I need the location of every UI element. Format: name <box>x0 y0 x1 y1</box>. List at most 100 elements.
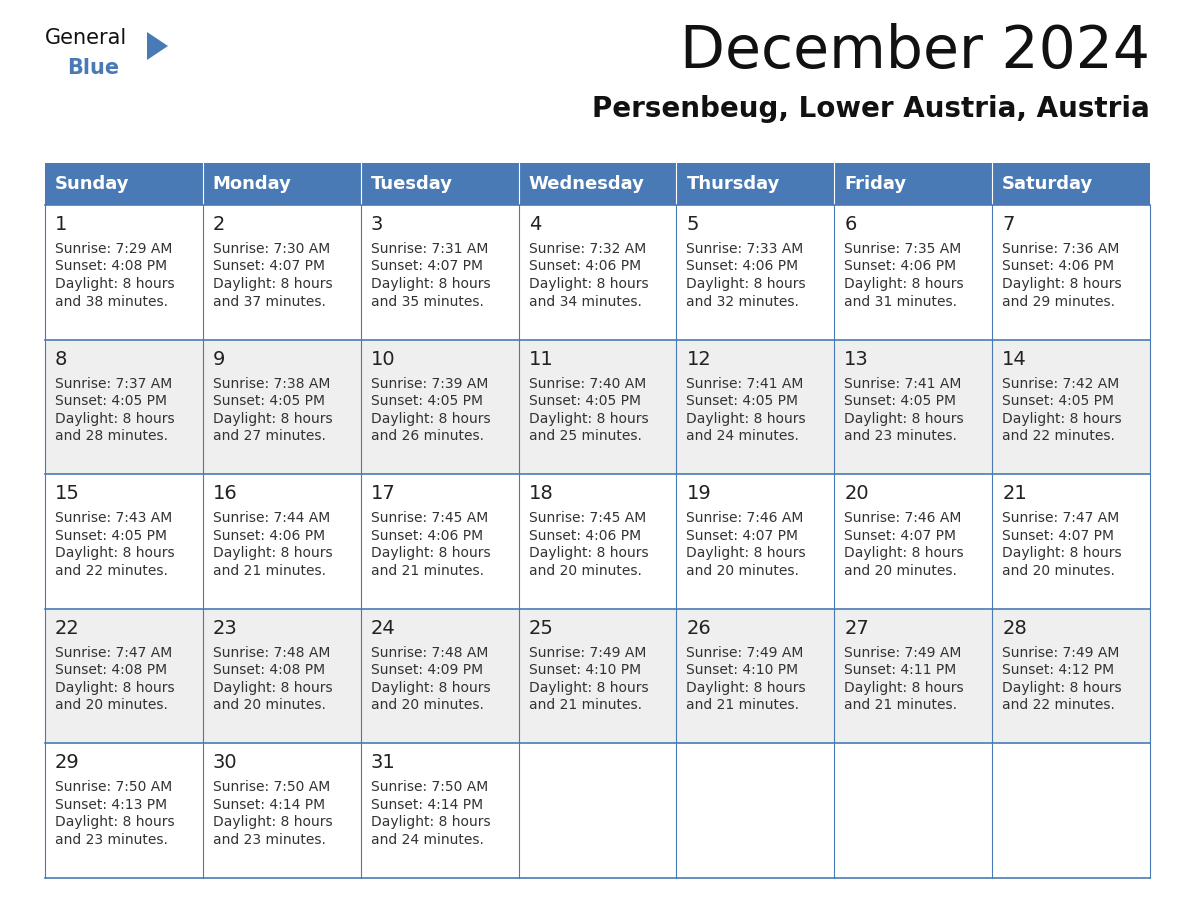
Text: and 24 minutes.: and 24 minutes. <box>687 429 800 443</box>
Text: 7: 7 <box>1003 215 1015 234</box>
Text: Daylight: 8 hours: Daylight: 8 hours <box>845 411 963 426</box>
Text: Sunset: 4:06 PM: Sunset: 4:06 PM <box>529 529 640 543</box>
Text: Sunrise: 7:47 AM: Sunrise: 7:47 AM <box>1003 511 1119 525</box>
Text: Sunset: 4:07 PM: Sunset: 4:07 PM <box>687 529 798 543</box>
Text: Sunset: 4:14 PM: Sunset: 4:14 PM <box>213 798 326 812</box>
Text: 21: 21 <box>1003 484 1026 503</box>
Text: and 21 minutes.: and 21 minutes. <box>687 699 800 712</box>
Text: 29: 29 <box>55 754 80 772</box>
Text: Sunset: 4:06 PM: Sunset: 4:06 PM <box>371 529 482 543</box>
Text: 6: 6 <box>845 215 857 234</box>
Text: and 23 minutes.: and 23 minutes. <box>213 833 326 847</box>
Text: 24: 24 <box>371 619 396 638</box>
Text: and 32 minutes.: and 32 minutes. <box>687 295 800 308</box>
Text: Sunset: 4:07 PM: Sunset: 4:07 PM <box>845 529 956 543</box>
Text: and 21 minutes.: and 21 minutes. <box>845 699 958 712</box>
Text: Wednesday: Wednesday <box>529 175 644 193</box>
Text: Sunrise: 7:49 AM: Sunrise: 7:49 AM <box>845 645 961 660</box>
Text: 30: 30 <box>213 754 238 772</box>
Text: Daylight: 8 hours: Daylight: 8 hours <box>213 546 333 560</box>
Text: Daylight: 8 hours: Daylight: 8 hours <box>845 546 963 560</box>
Text: Daylight: 8 hours: Daylight: 8 hours <box>55 411 175 426</box>
Text: 8: 8 <box>55 350 68 369</box>
Text: Sunset: 4:08 PM: Sunset: 4:08 PM <box>55 664 168 677</box>
Text: Daylight: 8 hours: Daylight: 8 hours <box>687 277 805 291</box>
Text: 3: 3 <box>371 215 383 234</box>
Text: 22: 22 <box>55 619 80 638</box>
Text: and 23 minutes.: and 23 minutes. <box>55 833 168 847</box>
Text: Daylight: 8 hours: Daylight: 8 hours <box>213 681 333 695</box>
Text: General: General <box>45 28 127 48</box>
Text: and 23 minutes.: and 23 minutes. <box>845 429 958 443</box>
Text: and 37 minutes.: and 37 minutes. <box>213 295 326 308</box>
Text: Sunset: 4:05 PM: Sunset: 4:05 PM <box>845 394 956 409</box>
Text: Daylight: 8 hours: Daylight: 8 hours <box>213 411 333 426</box>
Text: Sunrise: 7:50 AM: Sunrise: 7:50 AM <box>55 780 172 794</box>
Text: 17: 17 <box>371 484 396 503</box>
Bar <box>519 163 676 205</box>
Text: and 28 minutes.: and 28 minutes. <box>55 429 168 443</box>
Text: Daylight: 8 hours: Daylight: 8 hours <box>55 546 175 560</box>
Text: and 31 minutes.: and 31 minutes. <box>845 295 958 308</box>
Text: 19: 19 <box>687 484 712 503</box>
Text: Daylight: 8 hours: Daylight: 8 hours <box>55 277 175 291</box>
Text: Daylight: 8 hours: Daylight: 8 hours <box>1003 681 1121 695</box>
Text: Sunrise: 7:30 AM: Sunrise: 7:30 AM <box>213 242 330 256</box>
Text: 11: 11 <box>529 350 554 369</box>
Text: Daylight: 8 hours: Daylight: 8 hours <box>529 681 649 695</box>
Text: and 20 minutes.: and 20 minutes. <box>529 564 642 577</box>
Text: Daylight: 8 hours: Daylight: 8 hours <box>1003 546 1121 560</box>
Text: 9: 9 <box>213 350 226 369</box>
Text: 12: 12 <box>687 350 712 369</box>
Text: Saturday: Saturday <box>1003 175 1093 193</box>
Text: and 24 minutes.: and 24 minutes. <box>371 833 484 847</box>
Text: Sunrise: 7:41 AM: Sunrise: 7:41 AM <box>687 376 804 390</box>
Text: December 2024: December 2024 <box>680 23 1150 80</box>
Text: Daylight: 8 hours: Daylight: 8 hours <box>371 277 491 291</box>
Text: Daylight: 8 hours: Daylight: 8 hours <box>687 681 805 695</box>
Text: 10: 10 <box>371 350 396 369</box>
Bar <box>45 475 1150 609</box>
Text: Sunrise: 7:29 AM: Sunrise: 7:29 AM <box>55 242 172 256</box>
Text: Sunrise: 7:50 AM: Sunrise: 7:50 AM <box>371 780 488 794</box>
Text: Sunrise: 7:36 AM: Sunrise: 7:36 AM <box>1003 242 1119 256</box>
Text: 13: 13 <box>845 350 870 369</box>
Text: Sunrise: 7:47 AM: Sunrise: 7:47 AM <box>55 645 172 660</box>
Text: Sunset: 4:12 PM: Sunset: 4:12 PM <box>1003 664 1114 677</box>
Text: Monday: Monday <box>213 175 292 193</box>
Text: Sunset: 4:06 PM: Sunset: 4:06 PM <box>687 260 798 274</box>
Text: and 20 minutes.: and 20 minutes. <box>687 564 800 577</box>
Text: Sunset: 4:05 PM: Sunset: 4:05 PM <box>529 394 640 409</box>
Text: 4: 4 <box>529 215 541 234</box>
Text: Daylight: 8 hours: Daylight: 8 hours <box>845 277 963 291</box>
Text: Daylight: 8 hours: Daylight: 8 hours <box>213 277 333 291</box>
Text: Sunset: 4:08 PM: Sunset: 4:08 PM <box>213 664 326 677</box>
Text: Sunrise: 7:49 AM: Sunrise: 7:49 AM <box>529 645 646 660</box>
Text: Sunset: 4:05 PM: Sunset: 4:05 PM <box>1003 394 1114 409</box>
Text: 28: 28 <box>1003 619 1026 638</box>
Text: Daylight: 8 hours: Daylight: 8 hours <box>55 815 175 829</box>
Text: Daylight: 8 hours: Daylight: 8 hours <box>529 411 649 426</box>
Text: Sunrise: 7:33 AM: Sunrise: 7:33 AM <box>687 242 803 256</box>
Text: Daylight: 8 hours: Daylight: 8 hours <box>371 411 491 426</box>
Text: Sunrise: 7:35 AM: Sunrise: 7:35 AM <box>845 242 961 256</box>
Bar <box>676 163 834 205</box>
Text: 31: 31 <box>371 754 396 772</box>
Text: 16: 16 <box>213 484 238 503</box>
Text: Daylight: 8 hours: Daylight: 8 hours <box>529 277 649 291</box>
Text: Sunset: 4:08 PM: Sunset: 4:08 PM <box>55 260 168 274</box>
Text: and 22 minutes.: and 22 minutes. <box>1003 429 1116 443</box>
Text: Sunrise: 7:39 AM: Sunrise: 7:39 AM <box>371 376 488 390</box>
Text: and 29 minutes.: and 29 minutes. <box>1003 295 1116 308</box>
Text: 25: 25 <box>529 619 554 638</box>
Text: and 20 minutes.: and 20 minutes. <box>213 699 326 712</box>
Bar <box>45 744 1150 878</box>
Text: Daylight: 8 hours: Daylight: 8 hours <box>371 546 491 560</box>
Bar <box>203 163 361 205</box>
Text: Sunrise: 7:43 AM: Sunrise: 7:43 AM <box>55 511 172 525</box>
Text: Sunrise: 7:45 AM: Sunrise: 7:45 AM <box>371 511 488 525</box>
Text: Sunset: 4:05 PM: Sunset: 4:05 PM <box>371 394 482 409</box>
Text: and 20 minutes.: and 20 minutes. <box>371 699 484 712</box>
Text: Daylight: 8 hours: Daylight: 8 hours <box>55 681 175 695</box>
Text: Sunset: 4:13 PM: Sunset: 4:13 PM <box>55 798 168 812</box>
